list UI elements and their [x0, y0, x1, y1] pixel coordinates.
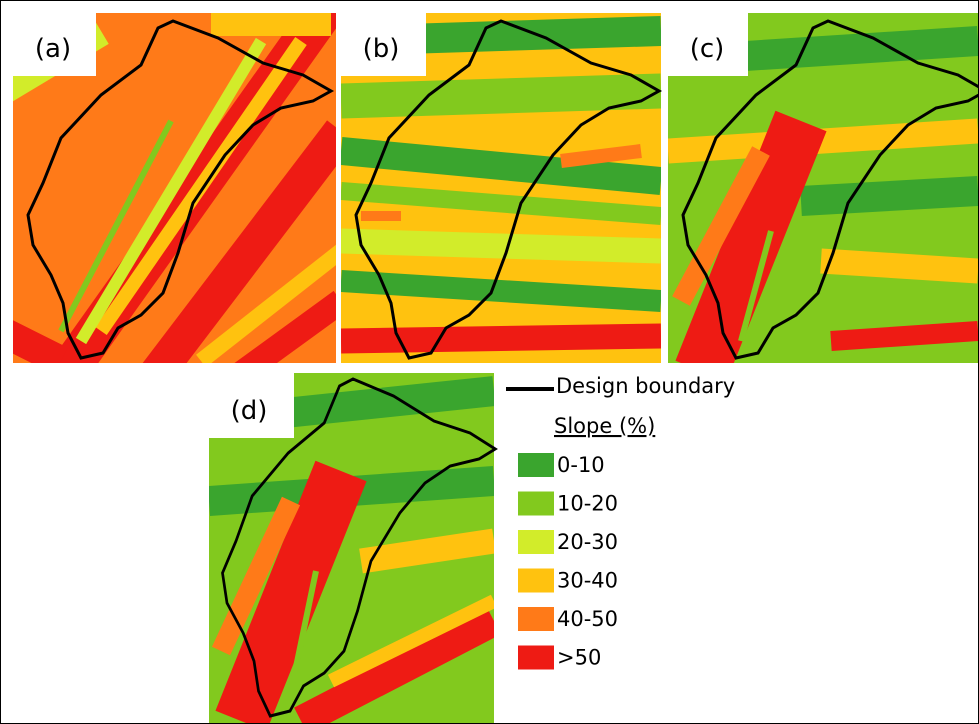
legend-swatch	[518, 492, 554, 516]
legend-label: 30-40	[557, 569, 618, 593]
legend-swatch	[518, 453, 554, 477]
panel-label: (b)	[363, 34, 400, 64]
legend-swatch	[518, 530, 554, 554]
legend-items: 0-10 10-20 20-30 30-40 40-50 >50	[518, 453, 618, 670]
panel-label: (c)	[690, 34, 725, 64]
legend-swatch	[518, 569, 554, 593]
legend-title: Slope (%)	[554, 414, 655, 438]
panel-label: (a)	[35, 34, 71, 64]
legend-swatch	[518, 646, 554, 670]
legend-boundary: Design boundary	[556, 374, 735, 398]
figure: (a) (b) (c) (d) Design boundary Slope (%…	[0, 0, 979, 724]
panel-label: (d)	[231, 396, 268, 426]
legend-label: 0-10	[557, 453, 605, 477]
legend-label: 20-30	[557, 530, 618, 554]
legend-label: >50	[557, 646, 601, 670]
legend-label: 10-20	[557, 492, 618, 516]
map-figure: (a) (b) (c) (d) Design boundary Slope (%…	[1, 1, 978, 723]
legend-swatch	[518, 607, 554, 631]
legend-label: 40-50	[557, 607, 618, 631]
